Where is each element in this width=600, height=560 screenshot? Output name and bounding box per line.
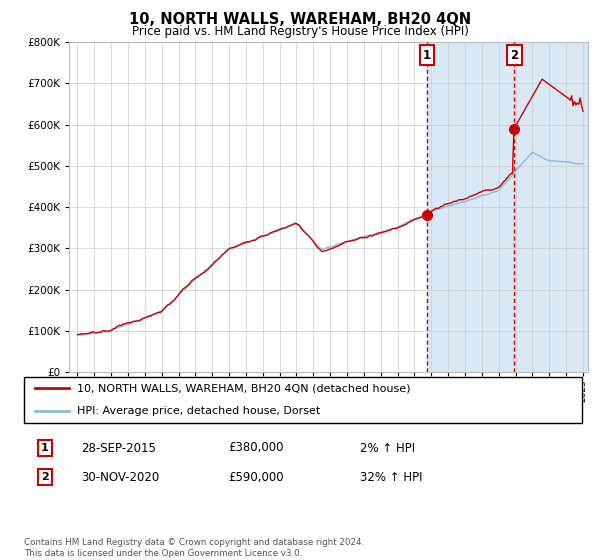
Text: 1: 1: [41, 443, 49, 453]
Text: 2% ↑ HPI: 2% ↑ HPI: [360, 441, 415, 455]
Text: Price paid vs. HM Land Registry's House Price Index (HPI): Price paid vs. HM Land Registry's House …: [131, 25, 469, 38]
Text: £380,000: £380,000: [228, 441, 284, 455]
Text: 2: 2: [510, 49, 518, 62]
Bar: [427, 42, 592, 372]
Text: 30-NOV-2020: 30-NOV-2020: [81, 470, 159, 484]
FancyBboxPatch shape: [24, 377, 582, 423]
Text: HPI: Average price, detached house, Dorset: HPI: Average price, detached house, Dors…: [77, 407, 320, 416]
Text: 1: 1: [423, 49, 431, 62]
Text: 10, NORTH WALLS, WAREHAM, BH20 4QN (detached house): 10, NORTH WALLS, WAREHAM, BH20 4QN (deta…: [77, 384, 410, 393]
Text: Contains HM Land Registry data © Crown copyright and database right 2024.
This d: Contains HM Land Registry data © Crown c…: [24, 538, 364, 558]
Text: 2: 2: [41, 472, 49, 482]
Text: 32% ↑ HPI: 32% ↑ HPI: [360, 470, 422, 484]
Text: £590,000: £590,000: [228, 470, 284, 484]
Text: 28-SEP-2015: 28-SEP-2015: [81, 441, 156, 455]
Text: 10, NORTH WALLS, WAREHAM, BH20 4QN: 10, NORTH WALLS, WAREHAM, BH20 4QN: [129, 12, 471, 27]
